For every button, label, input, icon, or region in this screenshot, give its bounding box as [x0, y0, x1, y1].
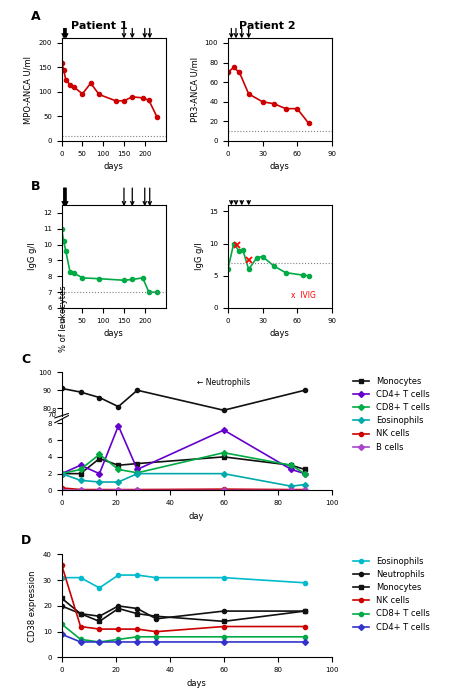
Text: C: C [21, 354, 30, 366]
Y-axis label: IgG g/l: IgG g/l [195, 243, 204, 271]
X-axis label: days: days [187, 679, 207, 688]
Text: % of leukocytes: % of leukocytes [60, 285, 68, 352]
X-axis label: days: days [104, 162, 124, 171]
X-axis label: days: days [270, 162, 290, 171]
Text: x  IVIG: x IVIG [292, 291, 316, 300]
Text: 8: 8 [52, 408, 56, 415]
Y-axis label: PR3-ANCA U/ml: PR3-ANCA U/ml [190, 57, 199, 122]
Text: D: D [21, 534, 31, 547]
X-axis label: day: day [189, 511, 204, 520]
Legend: Monocytes, CD4+ T cells, CD8+ T cells, Eosinophils, NK cells, B cells: Monocytes, CD4+ T cells, CD8+ T cells, E… [349, 374, 433, 455]
Text: Patient 2: Patient 2 [239, 21, 296, 31]
X-axis label: days: days [270, 329, 290, 338]
Y-axis label: CD38 expression: CD38 expression [28, 570, 37, 641]
Text: A: A [30, 10, 40, 23]
Y-axis label: MPO-ANCA U/ml: MPO-ANCA U/ml [24, 55, 33, 123]
Text: Patient 1: Patient 1 [71, 21, 128, 31]
Text: ← Neutrophils: ← Neutrophils [197, 379, 250, 388]
Legend: Eosinophils, Neutrophils, Monocytes, NK cells, CD8+ T cells, CD4+ T cells: Eosinophils, Neutrophils, Monocytes, NK … [349, 554, 433, 635]
Text: B: B [30, 180, 40, 192]
X-axis label: days: days [104, 329, 124, 338]
Text: 70: 70 [47, 412, 56, 419]
Y-axis label: IgG g/l: IgG g/l [28, 243, 37, 271]
